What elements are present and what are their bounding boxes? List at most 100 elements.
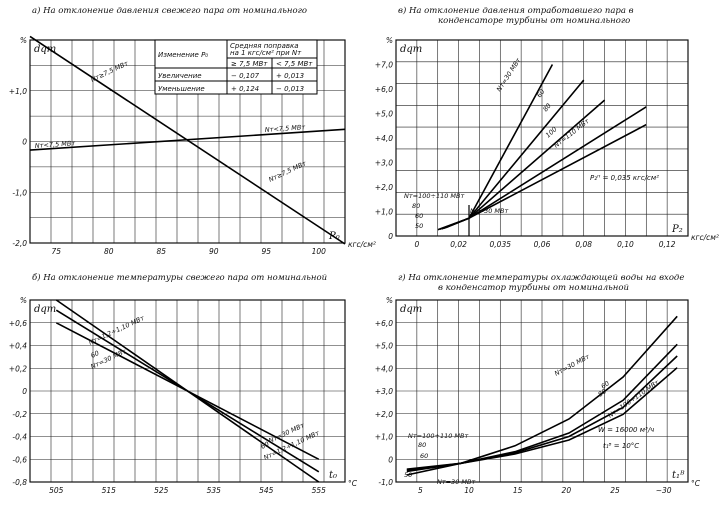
x-tick-label: 0,02 (450, 240, 467, 249)
x-tick-label: 0,06 (534, 240, 551, 249)
series-label: 50 (404, 471, 412, 479)
x-axis-label: t₁ᴮ (672, 470, 685, 481)
x-tick-label: 545 (259, 486, 274, 495)
y-tick-label: +2,0 (375, 410, 393, 419)
series-label: 80 (541, 102, 552, 113)
y-tick-label: -0,4 (12, 433, 27, 442)
temperature-annotation: t₁ᴮ = 10°C (603, 442, 639, 450)
x-tick-label: 100 (312, 247, 327, 256)
y-tick-label: +7,0 (375, 61, 393, 70)
y-tick-label: -0,8 (12, 478, 27, 487)
series-line (29, 128, 346, 151)
plot-frame (29, 299, 346, 483)
table-header-line: на 1 кгс/см² при Nт (230, 49, 302, 57)
y-tick-label: +3,0 (375, 159, 393, 168)
x-tick-label: 0 (414, 240, 419, 249)
table-frame (154, 39, 318, 95)
series-label: Nт≥7,5 МВт (267, 159, 307, 183)
y-tick-label: % (20, 296, 27, 305)
y-tick-label: -1,0 (12, 188, 27, 197)
y-tick-label: % (386, 296, 393, 305)
x-tick-label: 25 (610, 486, 620, 495)
x-tick-label: 85 (156, 247, 166, 256)
x-tick-label: 95 (261, 247, 271, 256)
table-cell: − 0,013 (276, 85, 304, 93)
y-tick-label: % (20, 36, 27, 45)
series-label: Nт<7,5 МВт (35, 139, 76, 150)
correction-table: Изменение P₀ Средняя поправка на 1 кгс/см²… (154, 39, 318, 95)
table-header-line: Средняя поправка (230, 42, 299, 50)
y-axis-label: dqт (34, 304, 56, 315)
x-tick-label: ~30 (656, 486, 672, 495)
series-label: 60 (420, 452, 428, 460)
x-tick-label: 555 (312, 486, 327, 495)
y-axis-label: dqт (34, 44, 56, 55)
y-tick-label: +1,0 (375, 208, 393, 217)
table-header-parameter: Изменение P₀ (158, 51, 208, 59)
y-tick-label: 0 (22, 138, 27, 147)
y-tick-label: 0 (388, 232, 393, 241)
chart-panel-b: б) На отклонение температуры свежего пар… (9, 272, 358, 495)
chart-title: в) На отклонение давления отработавшего … (398, 5, 634, 26)
series-label: 50 (415, 222, 423, 230)
flow-annotation: W = 16000 м³/ч (598, 426, 654, 434)
x-tick-label: 535 (207, 486, 222, 495)
series-line (55, 322, 320, 461)
y-tick-label: +0,2 (9, 364, 27, 373)
table-cell: + 0,124 (231, 85, 259, 93)
table-header-correction: Средняя поправка на 1 кгс/см² при Nт (230, 42, 302, 57)
y-axis-label: dqт (400, 304, 422, 315)
series-label: 60 (89, 349, 100, 360)
y-tick-label: +0,6 (9, 319, 27, 328)
chart-title-line-2: конденсаторе турбины от номинального (438, 15, 630, 26)
y-tick-label: -0,6 (12, 455, 27, 464)
chart-title-line-2: в конденсатор турбины от номинальной (438, 282, 629, 293)
series-label: 60 (259, 440, 270, 451)
y-tick-label: +2,0 (375, 183, 393, 192)
x-axis-unit: кгс/см² (348, 240, 376, 249)
table-cell: − 0,107 (231, 72, 260, 80)
series-label: Nт=30 МВт (470, 207, 508, 215)
chart-panel-d: г) На отклонение температуры охлаждающей… (375, 272, 701, 495)
plot-frame (395, 299, 689, 483)
y-axis-label: dqт (400, 44, 422, 55)
y-tick-label: 0 (388, 455, 393, 464)
y-tick-label: % (386, 36, 393, 45)
x-axis-unit: °C (348, 479, 358, 488)
series-label: 80 (412, 202, 420, 210)
y-tick-label: 0 (22, 387, 27, 396)
series-label: Nт≥7,5 МВт (89, 59, 129, 83)
x-tick-label: 20 (562, 486, 572, 495)
x-tick-label: 0,10 (617, 240, 634, 249)
series-label: 80 (597, 387, 608, 398)
table-subheader: < 7,5 МВт (276, 60, 313, 68)
chart-title: а) На отклонение давления свежего пара о… (32, 5, 307, 16)
y-tick-label: +0,4 (9, 342, 27, 351)
y-tick-label: +1,0 (375, 433, 393, 442)
y-tick-label: +6,0 (375, 85, 393, 94)
y-tick-label: +5,0 (375, 342, 393, 351)
y-tick-label: +4,0 (375, 364, 393, 373)
table-subheader: ≥ 7,5 МВт (231, 60, 268, 68)
x-tick-label: 80 (104, 247, 114, 256)
y-tick-label: -1,0 (378, 478, 393, 487)
series-line (439, 79, 585, 231)
series-line (406, 367, 678, 470)
x-tick-label: 0,08 (575, 240, 592, 249)
chart-title: г) На отклонение температуры охлаждающей… (398, 272, 684, 293)
table-cell: + 0,013 (276, 72, 304, 80)
series-label: Nт<7,5 МВт (265, 123, 306, 134)
y-tick-label: +1,0 (9, 87, 27, 96)
chart-title-line-1: г) На отклонение температуры охлаждающей… (398, 272, 684, 283)
x-tick-label: 90 (209, 247, 219, 256)
chart-title-line-1: в) На отклонение давления отработавшего … (398, 5, 634, 16)
x-tick-label: 15 (513, 486, 523, 495)
series-label: 80 (418, 441, 426, 449)
table-row-label: Увеличение (158, 72, 202, 80)
y-tick-label: -2,0 (12, 239, 27, 248)
table-row-label: Уменьшение (158, 85, 205, 93)
y-tick-label: +6,0 (375, 319, 393, 328)
x-axis-unit: кгс/см² (691, 233, 719, 242)
x-tick-label: 505 (49, 486, 64, 495)
